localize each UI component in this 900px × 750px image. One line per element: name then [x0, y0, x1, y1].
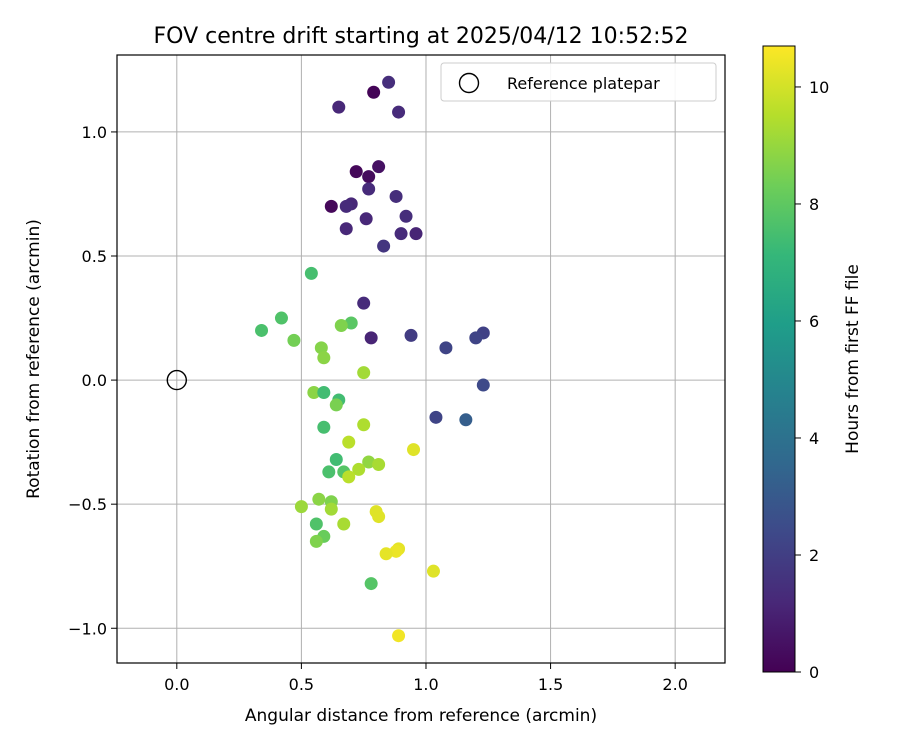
data-point: [314, 341, 328, 355]
data-point: [307, 386, 321, 400]
x-tick-label: 0.0: [164, 675, 189, 694]
data-point: [409, 227, 423, 241]
data-point: [287, 333, 301, 347]
colorbar-tick-label: 2: [809, 546, 819, 565]
x-axis-ticks: 0.0 0.5 1.0 1.5 2.0: [164, 663, 688, 694]
x-tick-label: 2.0: [662, 675, 687, 694]
x-tick-label: 1.5: [538, 675, 563, 694]
data-point: [382, 75, 396, 89]
data-point: [379, 547, 393, 561]
data-point: [389, 544, 403, 558]
data-point: [304, 266, 318, 280]
colorbar-label: Hours from first FF file: [843, 264, 863, 454]
data-point: [364, 577, 378, 591]
data-point: [324, 502, 338, 516]
data-point: [342, 435, 356, 449]
data-point: [317, 386, 331, 400]
data-point: [339, 222, 353, 236]
legend-label-reference-platepar: Reference platepar: [507, 74, 660, 93]
data-point: [476, 378, 490, 392]
data-point: [337, 517, 351, 531]
data-point: [394, 227, 408, 241]
reference-marker-layer: [166, 369, 188, 391]
data-point: [399, 209, 413, 223]
data-point: [344, 316, 358, 330]
data-point: [469, 331, 483, 345]
grid: [117, 55, 725, 663]
legend-marker-reference-platepar: [458, 72, 480, 94]
data-point: [322, 465, 336, 479]
y-tick-label: 0.0: [82, 371, 107, 390]
colorbar-tick-label: 4: [809, 429, 819, 448]
data-point: [359, 212, 373, 226]
data-point: [407, 443, 421, 457]
data-point: [404, 328, 418, 342]
colorbar-ticks: 0 2 4 6 8 10: [795, 78, 829, 682]
data-point: [352, 462, 366, 476]
data-point: [334, 318, 348, 332]
legend-box: [440, 62, 717, 102]
data-point: [309, 517, 323, 531]
data-point: [377, 239, 391, 253]
reference-platepar-marker: [166, 369, 188, 391]
data-point: [332, 100, 346, 114]
data-point: [372, 160, 386, 174]
colorbar-tick-label: 8: [809, 195, 819, 214]
y-tick-label: 0.5: [82, 247, 107, 266]
data-point: [367, 85, 381, 99]
y-axis-label: Rotation from reference (arcmin): [24, 219, 44, 499]
data-point: [389, 189, 403, 203]
y-axis-ticks: −1.0 −0.5 0.0 0.5 1.0: [68, 123, 117, 638]
colorbar-tick-label: 0: [809, 663, 819, 682]
plot-frame: [116, 54, 726, 664]
y-tick-label: −0.5: [68, 495, 107, 514]
data-point: [294, 500, 308, 514]
data-point: [429, 410, 443, 424]
colorbar: 0 2 4 6 8 10 Hours from first FF file: [762, 45, 863, 682]
data-point: [274, 311, 288, 325]
y-tick-label: −1.0: [68, 619, 107, 638]
data-point: [329, 453, 343, 467]
legend: Reference platepar: [440, 62, 717, 102]
data-point: [255, 323, 269, 337]
data-point: [362, 455, 376, 469]
data-points: [255, 75, 490, 643]
x-tick-label: 1.0: [413, 675, 438, 694]
y-tick-label: 1.0: [82, 123, 107, 142]
data-point: [372, 457, 386, 471]
data-point: [317, 351, 331, 365]
x-axis-label: Angular distance from reference (arcmin): [245, 706, 597, 726]
data-point: [339, 199, 353, 213]
data-point: [312, 492, 326, 506]
colorbar-tick-label: 6: [809, 312, 819, 331]
colorbar-tick-label: 10: [809, 78, 829, 97]
data-point: [392, 105, 406, 119]
chart-title: FOV centre drift starting at 2025/04/12 …: [154, 24, 689, 49]
data-point: [392, 629, 406, 643]
x-tick-label: 0.5: [289, 675, 314, 694]
data-point: [357, 418, 371, 432]
data-point: [317, 420, 331, 434]
data-point: [364, 331, 378, 345]
data-point: [324, 199, 338, 213]
data-point: [362, 182, 376, 196]
data-point: [357, 366, 371, 380]
colorbar-gradient: [762, 45, 796, 673]
data-point: [362, 170, 376, 184]
data-point: [329, 398, 343, 412]
data-point: [372, 510, 386, 524]
data-point: [349, 165, 363, 179]
data-point: [459, 413, 473, 427]
data-point: [309, 534, 323, 548]
data-point: [426, 564, 440, 578]
data-point: [342, 470, 356, 484]
data-point: [357, 296, 371, 310]
data-point: [439, 341, 453, 355]
